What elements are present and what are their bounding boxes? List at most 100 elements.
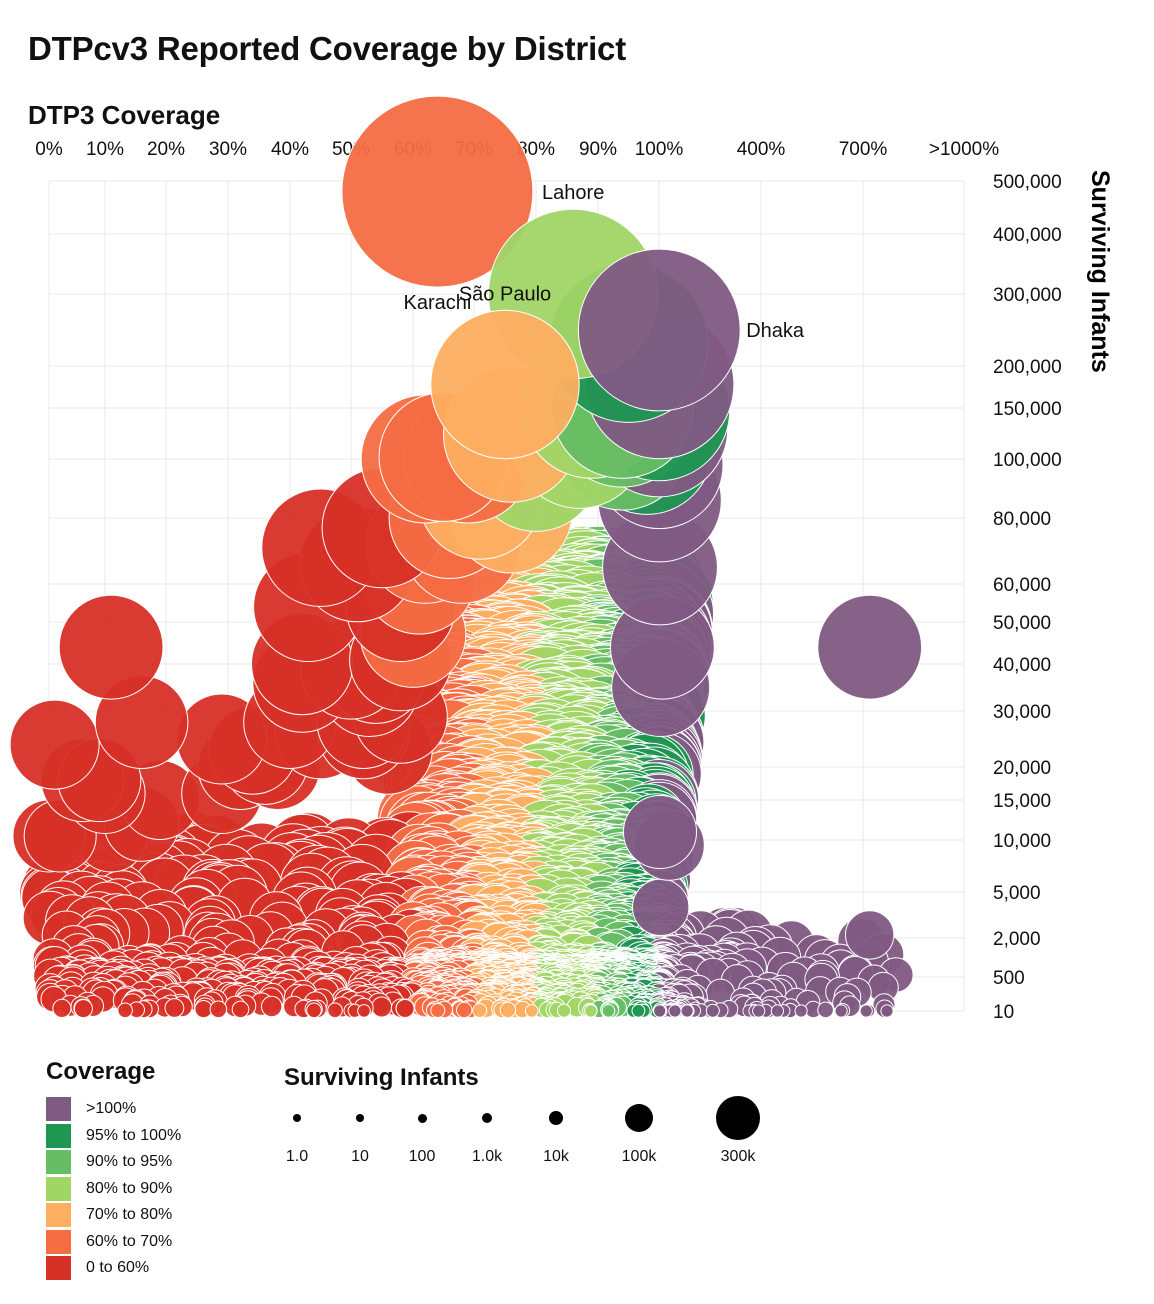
x-tick-label: 80%	[517, 139, 555, 160]
size-legend-title: Surviving Infants	[284, 1064, 479, 1091]
legend-label: 60% to 70%	[86, 1232, 173, 1250]
x-tick-label: 10%	[86, 139, 124, 160]
size-legend-label: 1.0k	[471, 1148, 503, 1165]
y-axis-ticks: 500,000 400,000 300,000 200,000 150,000 100,0…	[993, 172, 1062, 1023]
district-point	[632, 878, 690, 936]
district-point	[456, 1001, 473, 1019]
data-points	[9, 95, 923, 1019]
district-point	[584, 1004, 598, 1018]
y-tick-label: 50,000	[993, 613, 1051, 634]
scatter-chart: 0%10%20%30%40%50%60%70%80%90%100%400%700…	[9, 95, 1114, 1023]
legend-swatch	[46, 1176, 71, 1201]
district-point	[653, 1004, 667, 1018]
y-tick-label: 2,000	[993, 929, 1041, 950]
size-legend-dot	[549, 1111, 563, 1125]
district-point	[52, 998, 72, 1019]
x-tick-label: 90%	[579, 139, 617, 160]
size-legend-label: 10k	[543, 1148, 569, 1165]
legend-label: >100%	[86, 1100, 137, 1118]
district-point	[58, 594, 164, 700]
legend-swatch	[46, 1097, 71, 1122]
coverage-legend-item: 0 to 60%	[46, 1255, 181, 1282]
district-point	[117, 1002, 133, 1019]
coverage-legend-item: >100%	[46, 1096, 181, 1123]
size-legend-dot	[625, 1104, 653, 1132]
size-legend-dot	[716, 1096, 760, 1140]
legend-swatch	[46, 1203, 71, 1228]
legend-label: 70% to 80%	[86, 1206, 173, 1224]
coverage-legend-item: 90% to 95%	[46, 1149, 181, 1176]
district-point	[73, 999, 93, 1019]
size-legend-label: 1.0	[285, 1148, 309, 1165]
district-point	[705, 1003, 720, 1018]
district-point	[327, 1002, 343, 1019]
x-tick-label: 30%	[209, 139, 247, 160]
y-tick-label: 500	[993, 968, 1025, 989]
district-point	[556, 1003, 572, 1018]
y-tick-label: 10,000	[993, 831, 1051, 852]
district-point	[371, 996, 393, 1018]
y-tick-label: 200,000	[993, 357, 1062, 378]
y-tick-label: 30,000	[993, 702, 1051, 723]
district-point	[623, 795, 697, 869]
y-tick-label: 300,000	[993, 285, 1062, 306]
legend-label: 80% to 90%	[86, 1179, 173, 1197]
district-point	[164, 998, 185, 1018]
y-tick-label: 40,000	[993, 655, 1051, 676]
size-legend: Surviving Infants 1.0 10 100 1.0k 10k 100k 300…	[284, 1064, 804, 1184]
size-legend-dot	[482, 1113, 492, 1123]
x-axis-title: DTP3 Coverage	[28, 100, 221, 130]
district-point	[472, 1003, 488, 1018]
size-legend-dot	[356, 1114, 364, 1122]
district-point	[817, 594, 923, 700]
district-point	[357, 1004, 371, 1018]
y-tick-label: 400,000	[993, 225, 1062, 246]
district-point	[668, 1004, 682, 1018]
district-point	[880, 1004, 894, 1018]
district-point	[770, 1004, 785, 1018]
legend-swatch	[46, 1123, 71, 1148]
y-tick-label: 60,000	[993, 575, 1051, 596]
coverage-legend-item: 80% to 90%	[46, 1176, 181, 1203]
district-point	[209, 1000, 228, 1019]
district-point	[524, 1004, 539, 1018]
size-legend-label: 300k	[720, 1148, 756, 1165]
legend-label: 0 to 60%	[86, 1259, 150, 1277]
district-point	[817, 1001, 834, 1019]
district-point	[261, 995, 283, 1018]
y-tick-label: 150,000	[993, 399, 1062, 420]
x-tick-label: 20%	[147, 139, 185, 160]
district-point	[859, 1004, 873, 1018]
district-point	[794, 1004, 808, 1018]
legend-label: 90% to 95%	[86, 1153, 173, 1171]
size-legend-dot	[417, 1113, 427, 1123]
point-label: São Paulo	[459, 283, 551, 305]
y-tick-label: 100,000	[993, 450, 1062, 471]
y-tick-label: 80,000	[993, 509, 1051, 530]
district-point	[231, 1000, 250, 1019]
coverage-legend-item: 60% to 70%	[46, 1229, 181, 1256]
district-point	[680, 1004, 694, 1018]
x-tick-label: 400%	[737, 139, 786, 160]
size-legend-label: 10	[351, 1148, 369, 1165]
district-point	[430, 1003, 446, 1018]
district-point-dhaka	[577, 248, 741, 412]
y-tick-label: 500,000	[993, 172, 1062, 193]
legend-swatch	[46, 1229, 71, 1254]
chart-title: DTPcv3 Reported Coverage by District	[28, 30, 626, 67]
y-tick-label: 15,000	[993, 791, 1051, 812]
legend-swatch	[46, 1256, 71, 1281]
district-point	[631, 1003, 646, 1018]
size-legend-label: 100	[408, 1148, 436, 1165]
coverage-legend-item: 95% to 100%	[46, 1123, 181, 1150]
coverage-legend-title: Coverage	[46, 1058, 156, 1085]
district-point	[194, 1000, 213, 1019]
x-tick-label: >1000%	[929, 139, 999, 160]
coverage-legend: Coverage >100% 95% to 100% 90% to 95% 80% t…	[46, 1058, 181, 1282]
district-point	[395, 999, 415, 1018]
district-point-s-o-paulo	[430, 309, 580, 460]
x-tick-label: 0%	[35, 139, 63, 160]
district-point	[601, 1004, 616, 1018]
legend-swatch	[46, 1150, 71, 1175]
size-legend-dot	[293, 1114, 301, 1122]
